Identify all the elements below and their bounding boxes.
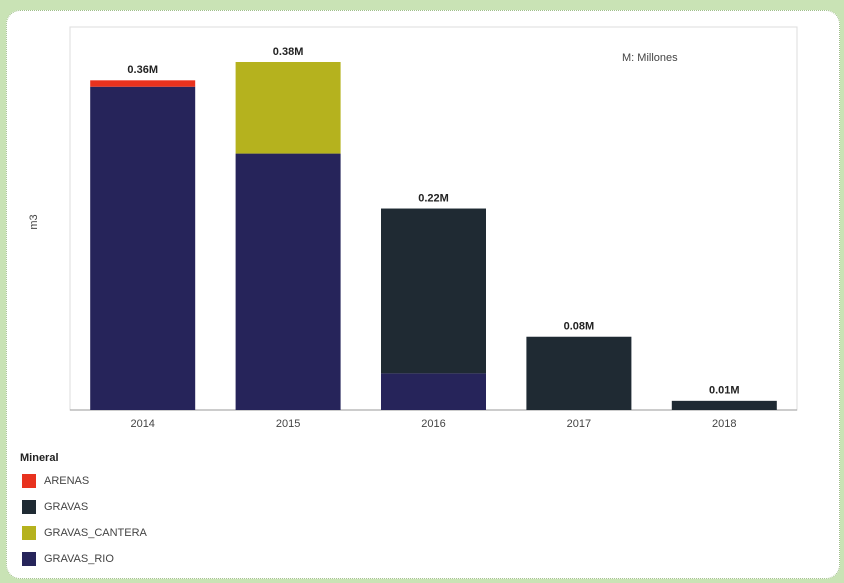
- bar-segment: [235, 62, 341, 154]
- legend-label: ARENAS: [44, 475, 89, 487]
- legend-title: Mineral: [20, 452, 59, 464]
- x-tick-label: 2018: [712, 418, 736, 430]
- x-tick-label: 2016: [421, 418, 445, 430]
- bar-segment: [235, 153, 341, 410]
- bar-segment: [90, 80, 196, 87]
- legend-swatch: [22, 500, 36, 514]
- legend-label: GRAVAS_RIO: [44, 553, 114, 565]
- legend-swatch: [22, 526, 36, 540]
- bar-segment: [90, 86, 196, 410]
- total-label: 0.36M: [127, 64, 158, 76]
- total-label: 0.01M: [709, 385, 740, 397]
- x-tick-label: 2015: [276, 418, 300, 430]
- legend-swatch: [22, 474, 36, 488]
- annotation: M: Millones: [622, 52, 678, 64]
- legend-swatch: [22, 552, 36, 566]
- y-axis-label: m3: [28, 214, 40, 229]
- legend-label: GRAVAS: [44, 501, 88, 513]
- bar-segment: [526, 336, 632, 410]
- total-label: 0.38M: [273, 46, 304, 58]
- bar-segment: [671, 400, 777, 410]
- legend-label: GRAVAS_CANTERA: [44, 527, 148, 539]
- total-label: 0.08M: [564, 321, 595, 333]
- x-tick-label: 2014: [130, 418, 154, 430]
- x-tick-label: 2017: [567, 418, 591, 430]
- bar-segment: [381, 373, 486, 410]
- bar-segment: [381, 208, 486, 374]
- total-label: 0.22M: [418, 192, 449, 204]
